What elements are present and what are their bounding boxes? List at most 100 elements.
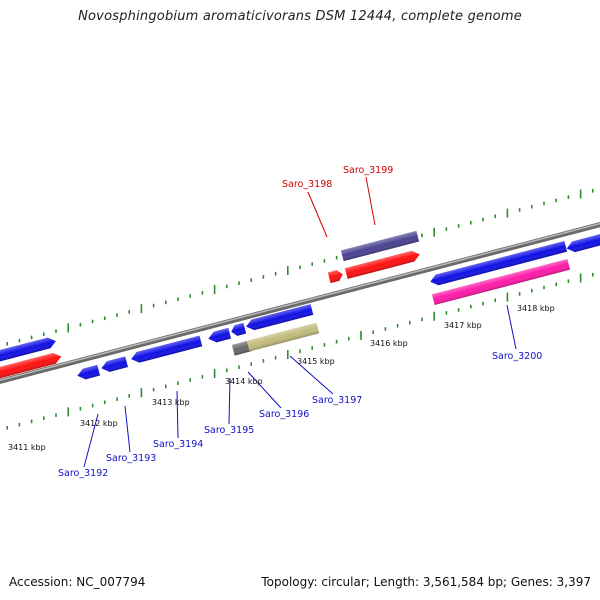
outer-tick [579, 189, 582, 199]
gene-saro-3192 [77, 364, 101, 380]
inner-tick [433, 311, 435, 321]
inner-tick [421, 317, 423, 322]
inner-tick [360, 330, 362, 340]
outer-tick [140, 304, 143, 314]
outer-tick [67, 323, 69, 333]
outer-tick [238, 281, 240, 285]
inner-tick [372, 330, 374, 334]
label-saro-3199[interactable]: Saro_3199 [343, 165, 393, 176]
inner-tick [409, 320, 411, 325]
outer-tick [262, 275, 265, 279]
connector-saro-3197 [289, 355, 334, 395]
gene-saro-3200 [431, 258, 571, 306]
outer-tick [299, 265, 301, 270]
inner-tick [396, 324, 399, 328]
outer-tick [592, 189, 594, 193]
outer-tick [470, 220, 472, 225]
gene-saro-3197 [246, 322, 320, 352]
outer-tick [482, 217, 484, 222]
gene-saro-3198 [327, 270, 343, 284]
outer-tick [91, 319, 94, 324]
outer-tick [30, 335, 33, 340]
inner-tick [55, 413, 57, 417]
gene-right-blue [430, 240, 568, 286]
inner-tick [555, 282, 557, 287]
inner-tick [518, 292, 521, 296]
inner-tick [384, 327, 387, 331]
outer-tick [457, 224, 460, 228]
genome-backbone [0, 222, 600, 384]
outer-tick [104, 316, 106, 321]
inner-tick [470, 304, 472, 309]
inner-tick [104, 400, 106, 405]
label-saro-3197[interactable]: Saro_3197 [312, 395, 362, 406]
scale-label-1: 3411 kbp [8, 443, 46, 452]
outer-tick [116, 313, 118, 317]
inner-tick [543, 285, 545, 290]
outer-tick [433, 227, 435, 237]
connector-saro-3195 [228, 377, 231, 425]
outer-tick-track [6, 189, 594, 346]
connector-saro-3193 [124, 405, 131, 453]
inner-tick [30, 419, 33, 424]
label-saro-3200[interactable]: Saro_3200 [492, 351, 542, 362]
scale-label-2: 3412 kbp [80, 419, 118, 428]
outer-tick [421, 233, 423, 238]
gene-saro-3194 [131, 335, 203, 363]
inner-tick [348, 336, 350, 341]
inner-tick [6, 426, 8, 430]
scale-label-6: 3416 kbp [370, 339, 408, 348]
outer-tick [494, 214, 496, 219]
inner-tick [445, 311, 448, 315]
label-saro-3198[interactable]: Saro_3198 [282, 179, 332, 190]
inner-tick [18, 422, 21, 427]
inner-tick [165, 384, 167, 389]
outer-tick [250, 278, 252, 282]
connector-saro-3196 [247, 371, 282, 409]
inner-tick [189, 378, 191, 382]
label-saro-3196[interactable]: Saro_3196 [259, 409, 309, 420]
connector-saro-3194 [176, 390, 179, 439]
outer-tick [6, 342, 8, 346]
inner-tick [201, 375, 204, 379]
inner-tick [152, 387, 155, 392]
inner-tick [91, 403, 94, 408]
inner-tick [457, 308, 460, 312]
outer-tick [506, 208, 509, 218]
inner-tick [592, 273, 594, 277]
outer-tick [274, 271, 277, 276]
outer-tick [18, 338, 21, 343]
label-saro-3193[interactable]: Saro_3193 [106, 453, 156, 464]
gene-grey [231, 340, 253, 356]
inner-tick [531, 288, 533, 293]
outer-tick [226, 284, 228, 289]
inner-tick [579, 273, 582, 283]
outer-tick [555, 198, 557, 203]
outer-tick [152, 303, 155, 308]
gene-left-red [0, 352, 62, 381]
inner-tick [67, 407, 69, 417]
connector-saro-3199 [365, 176, 376, 226]
map-title: Novosphingobium aromaticivorans DSM 1244… [78, 9, 522, 24]
outer-tick [55, 329, 57, 333]
label-saro-3195[interactable]: Saro_3195 [204, 425, 254, 436]
inner-tick [335, 339, 338, 344]
outer-tick [531, 204, 533, 209]
inner-tick [43, 416, 45, 420]
outer-tick [165, 300, 167, 305]
inner-tick-track [6, 273, 594, 430]
label-saro-3192[interactable]: Saro_3192 [58, 468, 108, 479]
inner-tick [262, 359, 265, 363]
outer-tick [567, 195, 570, 199]
gene-saro-3196 [246, 304, 314, 331]
inner-tick [482, 301, 484, 306]
label-saro-3194[interactable]: Saro_3194 [153, 439, 203, 450]
outer-tick [189, 294, 191, 298]
outer-tick [445, 227, 448, 231]
gene-saro-3199 [340, 230, 420, 262]
inner-tick [116, 397, 118, 401]
gene-features [0, 230, 600, 381]
inner-tick [250, 362, 252, 366]
